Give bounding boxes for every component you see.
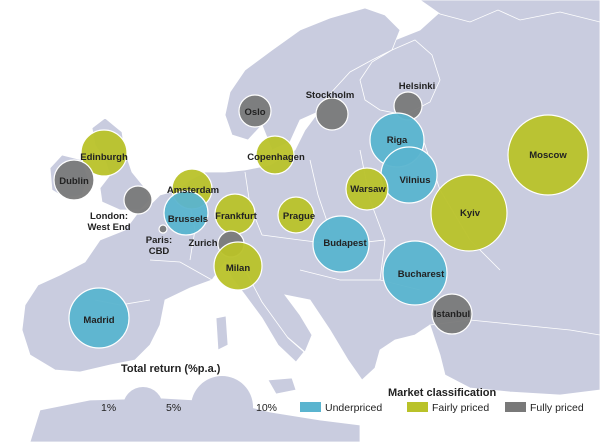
size-legend-label: 1% <box>101 402 116 414</box>
legend-label-fairly-priced: Fairly priced <box>432 402 489 414</box>
size-legend-label: 5% <box>166 402 181 414</box>
label-line: Bucharest <box>398 269 445 280</box>
bubble-oslo <box>238 94 272 128</box>
north-coast-landmass <box>419 0 600 23</box>
size-legend-circle-5 <box>123 387 163 427</box>
label-bucharest: Bucharest <box>398 269 445 280</box>
label-line: Edinburgh <box>80 152 128 163</box>
label-milan: Milan <box>226 263 250 274</box>
label-line: Helsinki <box>399 81 435 92</box>
label-dublin: Dublin <box>59 176 89 187</box>
label-helsinki: Helsinki <box>399 81 435 92</box>
label-line: CBD <box>149 246 170 257</box>
bubble-madrid <box>68 287 130 349</box>
label-moscow: Moscow <box>529 150 567 161</box>
label-istanbul: Istanbul <box>434 309 470 320</box>
label-line: Oslo <box>244 107 265 118</box>
label-edinburgh: Edinburgh <box>80 152 128 163</box>
label-london-west-end: London: West End <box>87 211 130 233</box>
label-line: London: <box>90 211 128 222</box>
label-kyiv: Kyiv <box>460 208 481 219</box>
label-stockholm: Stockholm <box>306 90 355 101</box>
label-line: Stockholm <box>306 90 355 101</box>
border-line <box>149 259 213 281</box>
legend-swatch-fully-priced <box>505 402 526 412</box>
label-line: Moscow <box>529 150 567 161</box>
border-line <box>309 159 331 231</box>
label-riga: Riga <box>387 135 408 146</box>
label-line: Vilnius <box>400 175 431 186</box>
legend-swatch-fairly-priced <box>407 402 428 412</box>
label-line: Brussels <box>168 214 208 225</box>
bubble-prague <box>277 196 315 234</box>
label-line: Kyiv <box>460 208 481 219</box>
bubble-istanbul <box>431 293 473 335</box>
legend-label-fully-priced: Fully priced <box>530 402 584 414</box>
label-line: Zurich <box>188 238 217 249</box>
bubble-dublin <box>53 159 95 201</box>
label-line: Amsterdam <box>167 185 219 196</box>
label-frankfurt: Frankfurt <box>215 211 258 222</box>
label-budapest: Budapest <box>323 238 367 249</box>
label-copenhagen: Copenhagen <box>247 152 305 163</box>
label-line: Riga <box>387 135 408 146</box>
label-oslo: Oslo <box>244 107 265 118</box>
size-legend-label: 10% <box>256 402 277 414</box>
label-line: Istanbul <box>434 309 470 320</box>
legend: Total return (%p.a.) 1% 5% 10% Market classi… <box>87 363 584 438</box>
city-bubbles <box>53 91 589 349</box>
legend-label-underpriced: Underpriced <box>325 402 382 414</box>
label-brussels: Brussels <box>168 214 208 225</box>
turkey-landmass <box>429 319 600 396</box>
bubble-london-west-end <box>123 185 153 215</box>
bubble-moscow <box>507 114 589 196</box>
sardinia-landmass <box>215 315 229 351</box>
bubble-edinburgh <box>80 129 128 177</box>
bubble-kyiv <box>430 174 508 252</box>
label-madrid: Madrid <box>83 315 114 326</box>
size-legend-circle-1 <box>87 402 97 412</box>
bubble-budapest <box>312 215 370 273</box>
label-warsaw: Warsaw <box>350 184 386 195</box>
label-line: Warsaw <box>350 184 386 195</box>
label-line: Milan <box>226 263 250 274</box>
bubble-brussels <box>163 190 209 236</box>
bubble-copenhagen <box>255 135 295 175</box>
size-legend-circle-10 <box>191 376 253 438</box>
legend-swatch-underpriced <box>300 402 321 412</box>
label-vilnius: Vilnius <box>400 175 431 186</box>
label-line: West End <box>87 222 130 233</box>
label-line: Frankfurt <box>215 211 258 222</box>
label-line: Madrid <box>83 315 114 326</box>
label-line: Copenhagen <box>247 152 305 163</box>
bubble-paris-cbd <box>158 224 168 234</box>
bubble-stockholm <box>315 97 349 131</box>
label-line: Budapest <box>323 238 367 249</box>
label-line: Dublin <box>59 176 89 187</box>
classification-legend-title: Market classification <box>388 387 496 399</box>
label-zurich: Zurich <box>188 238 217 249</box>
label-line: Paris: <box>146 235 172 246</box>
bubble-bucharest <box>382 240 448 306</box>
bubble-warsaw <box>345 167 389 211</box>
label-line: Prague <box>283 211 315 222</box>
size-legend-title: Total return (%p.a.) <box>121 363 221 375</box>
label-prague: Prague <box>283 211 315 222</box>
label-paris-cbd: Paris: CBD <box>146 235 172 257</box>
label-amsterdam: Amsterdam <box>167 185 219 196</box>
sicily-landmass <box>267 377 297 395</box>
bubble-milan <box>213 241 263 291</box>
city-labels: Stockholm Helsinki Oslo Riga Vilnius Moscow Ed… <box>59 81 567 326</box>
